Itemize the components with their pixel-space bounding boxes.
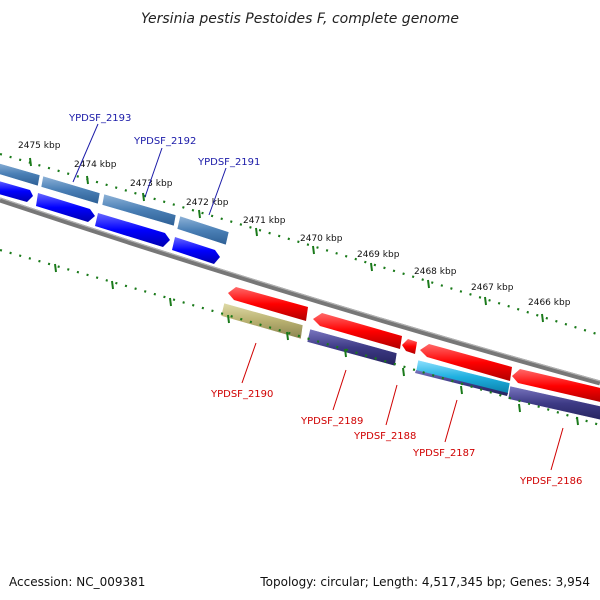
gene-bar-2190[interactable] [220,302,304,340]
label-leader [72,123,99,183]
major-tick [255,227,258,237]
scale-label: 2473 kbp [130,179,173,189]
cds-arrow-2192[interactable] [95,213,170,247]
accession-text: Accession: NC_009381 [9,575,145,589]
scale-label: 2475 kbp [18,141,61,151]
gene-label-2192[interactable]: YPDSF_2192 [133,136,196,147]
label-leader [444,399,458,443]
scale-label: 2469 kbp [357,250,400,260]
gene-label-2193[interactable]: YPDSF_2193 [68,113,131,124]
scale-label: 2471 kbp [243,216,286,226]
cds-arrow-2190[interactable] [228,287,308,321]
inner-major-tick [402,367,405,377]
cds-arrow-2188[interactable] [402,339,417,354]
inner-major-tick [576,416,579,426]
inner-major-tick [227,314,230,324]
gene-bar-2187[interactable] [415,359,511,395]
inner-major-tick [344,348,347,358]
label-leader [385,384,398,426]
scale-label: 2474 kbp [74,160,117,170]
reverse-gene-labels: YPDSF_2190 YPDSF_2189 YPDSF_2188 YPDSF_2… [210,342,582,487]
genome-backbone [0,197,600,386]
major-tick [427,279,430,289]
label-leader [332,369,347,411]
forward-gene-bars [0,162,230,246]
gene-bar-2191[interactable] [176,215,230,246]
scale-label: 2467 kbp [471,283,514,293]
cds-arrow-2193-prev[interactable] [0,180,33,202]
major-tick [198,209,201,219]
label-leader [144,147,163,198]
gene-label-2187[interactable]: YPDSF_2187 [412,448,475,459]
label-leader [241,342,257,384]
cds-arrow-2191[interactable] [172,237,220,264]
gene-bar-2193-prev[interactable] [0,162,41,187]
inner-major-tick [460,385,463,395]
major-tick [29,157,32,167]
gene-bar-2192[interactable] [101,193,177,227]
topology-text: Topology: circular; Length: 4,517,345 bp… [259,575,590,589]
label-leader [208,167,227,216]
major-tick [370,262,373,272]
gene-label-2189[interactable]: YPDSF_2189 [300,416,363,427]
cds-arrow-2186[interactable] [512,369,600,403]
gene-label-2186[interactable]: YPDSF_2186 [519,476,582,487]
scale-label: 2468 kbp [414,267,457,277]
major-tick [312,245,315,255]
major-tick [86,175,89,185]
major-tick [142,192,145,202]
gene-label-2190[interactable]: YPDSF_2190 [210,389,273,400]
inner-tick-track [0,248,600,427]
gene-bar-2186[interactable] [507,385,600,421]
scale-label: 2472 kbp [186,198,229,208]
forward-gene-labels: YPDSF_2193 YPDSF_2192 YPDSF_2191 [68,113,260,216]
major-tick [484,296,487,306]
gene-label-2191[interactable]: YPDSF_2191 [197,157,260,168]
inner-major-tick [286,331,289,341]
scale-labels: 2475 kbp 2474 kbp 2473 kbp 2472 kbp 2471… [18,141,571,308]
cds-arrow-2193[interactable] [36,193,95,222]
cds-arrow-2189[interactable] [313,313,402,349]
scale-label: 2466 kbp [528,298,571,308]
map-title: Yersinia pestis Pestoides F, complete ge… [141,11,459,27]
inner-major-tick [111,280,114,290]
gene-label-2188[interactable]: YPDSF_2188 [353,431,416,442]
outer-tick-track [0,152,600,337]
inner-major-tick [54,263,57,273]
cds-arrow-2187[interactable] [420,344,512,381]
forward-cds-arrows [0,180,220,264]
major-tick [541,313,544,323]
gene-bar-2193[interactable] [40,175,101,205]
inner-major-tick [518,403,521,413]
label-leader [550,427,564,471]
reverse-cds-arrows [228,287,600,403]
scale-label: 2470 kbp [300,234,343,244]
inner-major-tick [169,297,172,307]
